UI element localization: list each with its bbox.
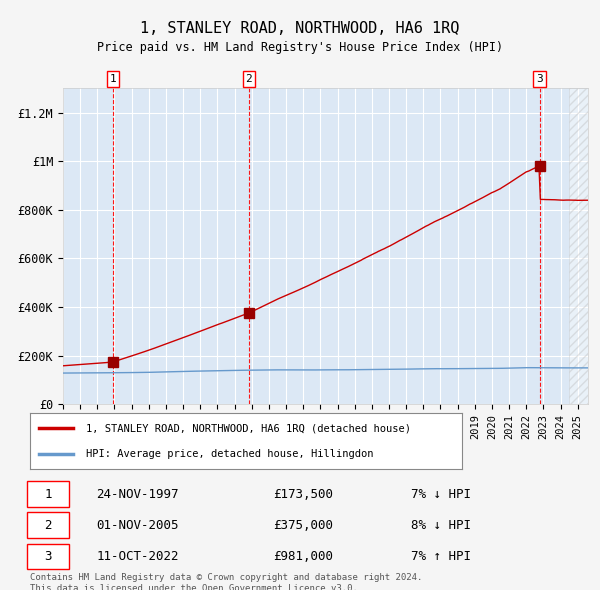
Text: 01-NOV-2005: 01-NOV-2005	[96, 519, 179, 532]
Text: 11-OCT-2022: 11-OCT-2022	[96, 550, 179, 563]
Text: 2: 2	[44, 519, 52, 532]
Text: 1, STANLEY ROAD, NORTHWOOD, HA6 1RQ: 1, STANLEY ROAD, NORTHWOOD, HA6 1RQ	[140, 21, 460, 35]
FancyBboxPatch shape	[27, 543, 68, 569]
Text: Price paid vs. HM Land Registry's House Price Index (HPI): Price paid vs. HM Land Registry's House …	[97, 41, 503, 54]
Text: 2: 2	[245, 74, 252, 84]
Text: 7% ↑ HPI: 7% ↑ HPI	[411, 550, 471, 563]
Text: 1, STANLEY ROAD, NORTHWOOD, HA6 1RQ (detached house): 1, STANLEY ROAD, NORTHWOOD, HA6 1RQ (det…	[86, 423, 411, 433]
Text: 1: 1	[109, 74, 116, 84]
Text: £173,500: £173,500	[273, 488, 333, 501]
Text: 7% ↓ HPI: 7% ↓ HPI	[411, 488, 471, 501]
Text: £981,000: £981,000	[273, 550, 333, 563]
Text: 3: 3	[44, 550, 52, 563]
Text: £375,000: £375,000	[273, 519, 333, 532]
FancyBboxPatch shape	[27, 513, 68, 538]
Text: Contains HM Land Registry data © Crown copyright and database right 2024.
This d: Contains HM Land Registry data © Crown c…	[30, 573, 422, 590]
Text: 8% ↓ HPI: 8% ↓ HPI	[411, 519, 471, 532]
Text: 24-NOV-1997: 24-NOV-1997	[96, 488, 179, 501]
FancyBboxPatch shape	[27, 481, 68, 507]
Text: HPI: Average price, detached house, Hillingdon: HPI: Average price, detached house, Hill…	[86, 449, 374, 459]
Text: 1: 1	[44, 488, 52, 501]
Text: 3: 3	[536, 74, 543, 84]
